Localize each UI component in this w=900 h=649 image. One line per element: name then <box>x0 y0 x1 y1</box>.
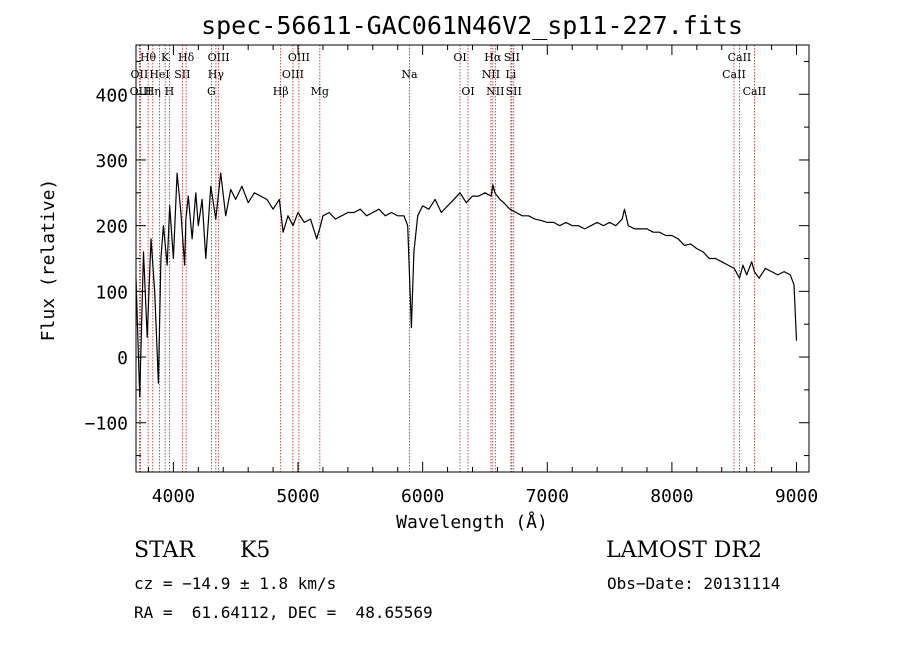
x-tick-label: 6000 <box>401 486 444 507</box>
line-marker-label: Hβ <box>273 85 289 98</box>
redshift-velocity: cz = −14.9 ± 1.8 km/s <box>134 574 337 593</box>
line-marker-label: NII <box>482 68 500 81</box>
y-axis-label: Flux (relative) <box>38 179 59 342</box>
y-tick-label: 200 <box>95 217 128 238</box>
y-tick-label: 400 <box>95 85 128 106</box>
x-tick-label: 8000 <box>650 486 693 507</box>
object-subclass: K5 <box>240 538 271 563</box>
sky-coordinates: RA = 61.64112, DEC = 48.65569 <box>134 603 433 622</box>
line-marker-label: Hδ <box>178 51 195 64</box>
line-marker-label: OI <box>453 51 466 64</box>
x-tick-label: 9000 <box>775 486 818 507</box>
line-marker-label: OIII <box>208 51 230 64</box>
line-marker-label: HeI <box>149 68 169 81</box>
line-marker-label: OIII <box>282 68 304 81</box>
line-marker-label: Na <box>401 68 418 81</box>
x-axis-label: Wavelength (Å) <box>396 511 548 533</box>
line-marker-label: OII <box>131 68 149 81</box>
x-tick-label: 4000 <box>152 486 195 507</box>
spectrum-series-line <box>135 172 798 398</box>
line-marker-label: Mg <box>311 85 329 98</box>
line-marker-label: CaII <box>743 85 767 98</box>
line-marker-label: Hγ <box>208 68 225 81</box>
line-marker-label: G <box>207 85 216 98</box>
observation-date: Obs−Date: 20131114 <box>607 574 781 593</box>
line-marker-labels: HθOIIOIIIHηHeIKHSIIHδGHγOIIIHβOIIIOIIIMg… <box>130 51 767 98</box>
x-axis: 4000 5000 6000 7000 8000 9000 <box>147 45 818 507</box>
line-marker-label: Hη <box>145 85 161 98</box>
y-tick-label: 100 <box>95 282 128 303</box>
y-tick-label: 0 <box>117 348 128 369</box>
line-marker-label: NII <box>486 85 504 98</box>
plot-frame <box>135 44 810 473</box>
line-marker-label: OIII <box>130 85 152 98</box>
line-marker-label: OI <box>461 85 474 98</box>
line-marker-label: Hθ <box>140 51 157 64</box>
line-marker-label: Li <box>505 68 516 81</box>
line-marker-label: OIII <box>288 51 310 64</box>
x-tick-label: 5000 <box>276 486 319 507</box>
line-marker-label: H <box>165 85 175 98</box>
line-marker-label: SII <box>506 85 522 98</box>
x-tick-label: 7000 <box>526 486 569 507</box>
y-axis: −100 0 100 200 300 400 <box>85 60 809 457</box>
line-markers <box>138 45 755 472</box>
survey-name: LAMOST DR2 <box>606 538 762 563</box>
y-tick-label: 300 <box>95 151 128 172</box>
chart-title: spec-56611-GAC061N46V2_sp11-227.fits <box>201 11 743 40</box>
line-marker-label: Hα <box>484 51 502 64</box>
line-marker-label: SII <box>174 68 190 81</box>
line-marker-label: K <box>161 51 170 64</box>
line-marker-label: CaII <box>728 51 752 64</box>
y-tick-label: −100 <box>85 414 128 435</box>
object-class: STAR <box>134 538 195 563</box>
line-marker-label: CaII <box>722 68 746 81</box>
line-marker-label: SII <box>504 51 520 64</box>
